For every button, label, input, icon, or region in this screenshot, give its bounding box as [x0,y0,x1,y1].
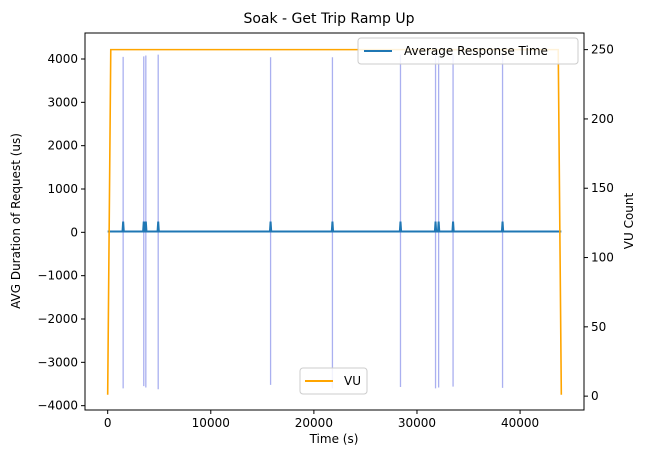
x-axis-label: Time (s) [309,432,359,446]
plot-area [84,32,585,411]
y-left-tick-label: 0 [70,225,78,239]
x-axis: 0 10000 20000 30000 40000 [104,410,539,430]
y-left-tick-label: 1000 [47,182,78,196]
x-tick-label: 10000 [192,416,230,430]
average-response-time-line [107,221,562,233]
x-tick-label: 30000 [398,416,436,430]
legend-response-time-box [357,37,579,65]
y-right-tick-label: 150 [591,181,614,195]
legend-response-time-label: Average Response Time [404,44,548,58]
legend-vu: VU [299,367,368,395]
plot-frame [84,32,585,411]
y-left-tick-label: −1000 [37,269,78,283]
y-right-tick-label: 250 [591,43,614,57]
y-axis-right-label: VU Count [622,192,636,249]
chart-title: Soak - Get Trip Ramp Up [243,11,414,27]
series-layer [106,48,563,395]
y-left-tick-label: 2000 [47,139,78,153]
y-left-tick-label: −3000 [37,355,78,369]
y-axis-left: −4000 −3000 −2000 −1000 0 1000 2000 3000 4000 [37,52,85,413]
legend-vu-label: VU [344,374,361,388]
legend-response-time: Average Response Time [357,37,579,65]
x-tick-label: 0 [104,416,112,430]
y-right-tick-label: 0 [591,389,599,403]
legend-vu-box [299,367,368,395]
y-left-tick-label: −2000 [37,312,78,326]
x-tick-label: 40000 [501,416,539,430]
y-left-tick-label: −4000 [37,399,78,413]
y-right-tick-label: 100 [591,251,614,265]
y-left-tick-label: 4000 [47,52,78,66]
y-axis-left-label: AVG Duration of Request (us) [9,133,23,309]
spike-lines [122,54,504,390]
y-right-tick-label: 200 [591,112,614,126]
y-right-tick-label: 50 [591,320,606,334]
x-tick-label: 20000 [295,416,333,430]
y-axis-right: 0 50 100 150 200 250 [584,43,614,403]
vu-line [106,48,563,395]
y-left-tick-label: 3000 [47,95,78,109]
